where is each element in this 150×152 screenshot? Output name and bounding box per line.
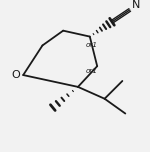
- Text: O: O: [11, 70, 20, 80]
- Text: or1: or1: [86, 42, 98, 48]
- Text: or1: or1: [86, 68, 98, 74]
- Text: N: N: [132, 0, 141, 10]
